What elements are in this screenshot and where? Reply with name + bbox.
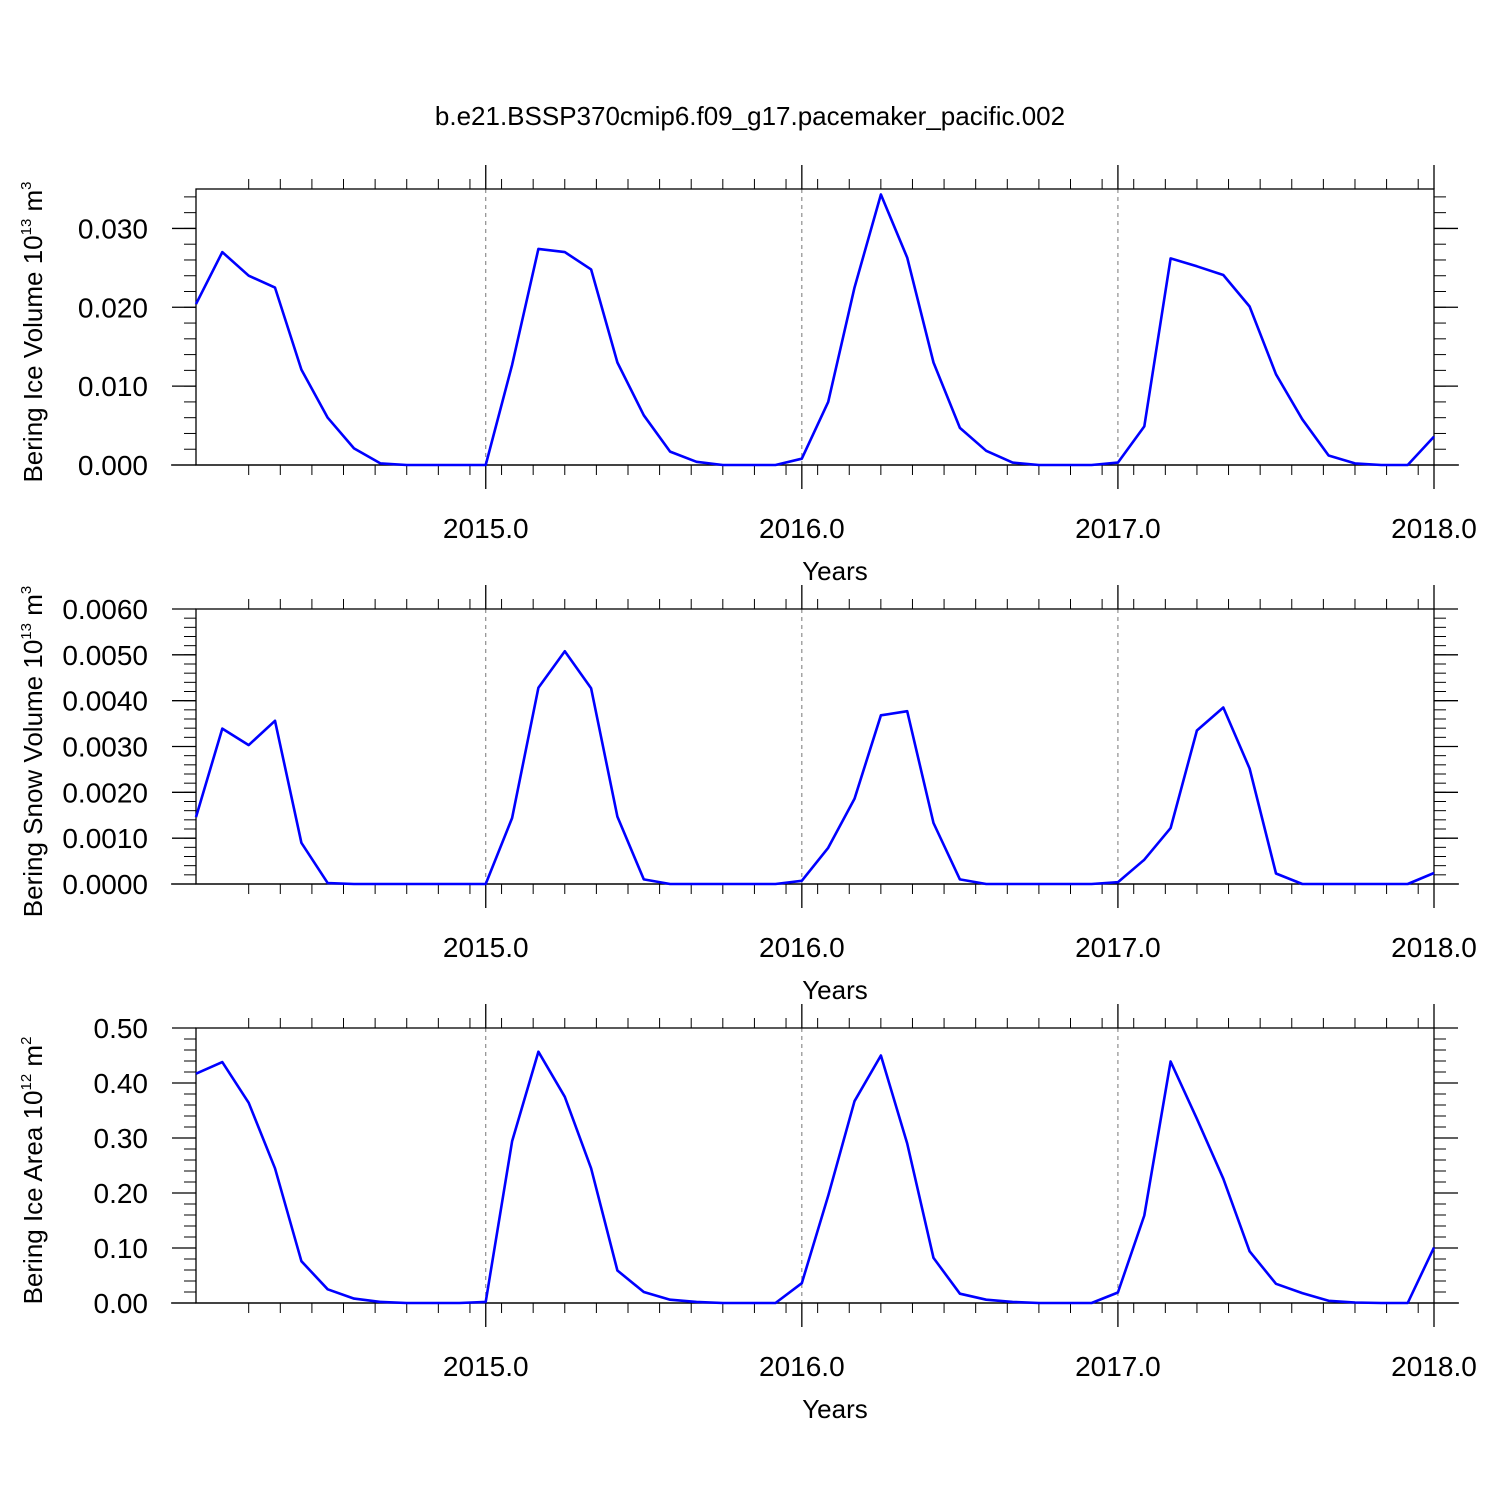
chart-panel-1: 2015.0 2016.0 2017.0 2018.0 0.000 0.010 0.020 0… — [18, 165, 1477, 586]
x-tick-label: 2016.0 — [759, 1351, 845, 1382]
x-axis-title: Years — [802, 975, 868, 1005]
y-tick-label: 0.0050 — [62, 640, 148, 671]
y-tick-label: 0.50 — [94, 1013, 149, 1044]
y-tick-label: 0.020 — [78, 292, 148, 323]
x-tick-label: 2017.0 — [1075, 513, 1161, 544]
y-tick-label: 0.20 — [94, 1178, 149, 1209]
x-tick-label: 2016.0 — [759, 513, 845, 544]
x-tick-label: 2015.0 — [443, 1351, 529, 1382]
plot-frame — [195, 188, 1435, 466]
y-axis-title: Bering Ice Area 1012 m2 — [18, 1037, 48, 1305]
x-tick-label: 2017.0 — [1075, 932, 1161, 963]
x-tick-label: 2018.0 — [1391, 513, 1477, 544]
x-tick-label: 2018.0 — [1391, 1351, 1477, 1382]
x-tick-label: 2015.0 — [443, 513, 529, 544]
x-axis-title: Years — [802, 556, 868, 586]
plot-frame — [195, 1027, 1435, 1304]
x-tick-label: 2017.0 — [1075, 1351, 1161, 1382]
figure-title: b.e21.BSSP370cmip6.f09_g17.pacemaker_pac… — [435, 101, 1065, 131]
y-tick-label: 0.40 — [94, 1068, 149, 1099]
series-line — [194, 193, 1435, 467]
panels: 2015.0 2016.0 2017.0 2018.0 0.000 0.010 0.020 0… — [18, 165, 1477, 1424]
y-tick-label: 0.00 — [94, 1288, 149, 1319]
series-line — [195, 1050, 1436, 1305]
y-axis-title: Bering Ice Volume 1013 m3 — [18, 181, 48, 482]
y-tick-label: 0.0060 — [62, 594, 148, 625]
plot-frame — [195, 608, 1435, 885]
x-tick-label: 2015.0 — [443, 932, 529, 963]
x-axis-title: Years — [802, 1394, 868, 1424]
series-line — [194, 649, 1435, 886]
y-tick-label: 0.30 — [94, 1123, 149, 1154]
y-tick-label: 0.0010 — [62, 823, 148, 854]
y-tick-label: 0.010 — [78, 371, 148, 402]
y-tick-label: 0.0040 — [62, 686, 148, 717]
y-tick-label: 0.0000 — [62, 869, 148, 900]
y-axis-title: Bering Snow Volume 1013 m3 — [18, 586, 48, 917]
y-tick-label: 0.0030 — [62, 732, 148, 763]
y-tick-label: 0.0020 — [62, 777, 148, 808]
y-tick-label: 0.030 — [78, 213, 148, 244]
y-tick-label: 0.10 — [94, 1233, 149, 1264]
chart-panel-3: 2015.0 2016.0 2017.0 2018.0 0.00 0.10 0.20 0.30… — [18, 1004, 1477, 1424]
chart-panel-2: 2015.0 2016.0 2017.0 2018.0 0.0000 0.0010 0.00… — [18, 585, 1477, 1005]
x-tick-label: 2016.0 — [759, 932, 845, 963]
y-tick-label: 0.000 — [78, 450, 148, 481]
x-tick-label: 2018.0 — [1391, 932, 1477, 963]
